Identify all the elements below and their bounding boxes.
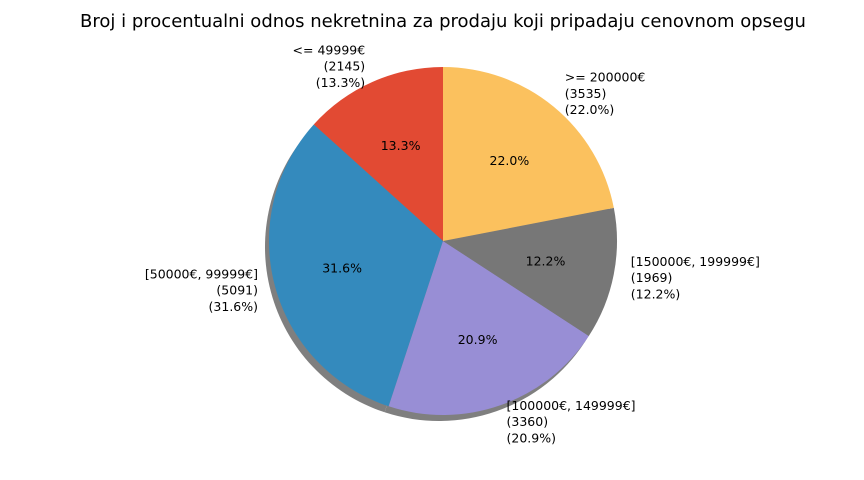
slice-percent-label: 22.0% [490, 153, 530, 168]
slice-percent-text: (20.9%) [507, 430, 556, 445]
slice-percent-label: 13.3% [381, 138, 421, 153]
slice-count-text: (1969) [631, 270, 673, 285]
slice-range-text: >= 200000€ [565, 70, 646, 85]
slice-outer-label: [50000€, 99999€] (5091) (31.6%) [145, 267, 258, 314]
slice-percent-label: 20.9% [458, 332, 498, 347]
slice-percent-text: (13.3%) [316, 75, 365, 90]
pie-slices [268, 67, 617, 415]
slice-count-text: (5091) [216, 283, 258, 298]
pie-slice-100000-149999 [388, 241, 589, 415]
pie-slice-49999 [313, 67, 443, 241]
slice-outer-label: [100000€, 149999€] (3360) (20.9%) [507, 398, 636, 445]
pie-slice-150000-199999 [443, 207, 617, 336]
pie-labels: 13.3% <= 49999€ (2145) (13.3%) 31.6% [50000€,… [145, 42, 760, 445]
slice-range-text: [50000€, 99999€] [145, 267, 258, 282]
slice-count-text: (3535) [565, 86, 607, 101]
slice-percent-text: (31.6%) [209, 299, 258, 314]
slice-percent-label: 12.2% [526, 254, 566, 269]
slice-range-text: [150000€, 199999€] [631, 254, 760, 269]
slice-count-text: (2145) [324, 59, 366, 74]
slice-outer-label: <= 49999€ (2145) (13.3%) [293, 42, 366, 89]
slice-outer-label: >= 200000€ (3535) (22.0%) [565, 70, 646, 117]
slice-percent-text: (12.2%) [631, 286, 680, 301]
slice-percent-text: (22.0%) [565, 102, 614, 117]
slice-range-text: <= 49999€ [293, 42, 366, 57]
chart-title: Broj i procentualni odnos nekretnina za … [80, 11, 806, 32]
pie-slice-200000 [443, 67, 614, 241]
slice-percent-label: 31.6% [322, 260, 362, 275]
slice-outer-label: [150000€, 199999€] (1969) (12.2%) [631, 254, 760, 301]
pie-slice-50000-99999 [268, 124, 443, 407]
slice-range-text: [100000€, 149999€] [507, 398, 636, 413]
slice-count-text: (3360) [507, 414, 549, 429]
